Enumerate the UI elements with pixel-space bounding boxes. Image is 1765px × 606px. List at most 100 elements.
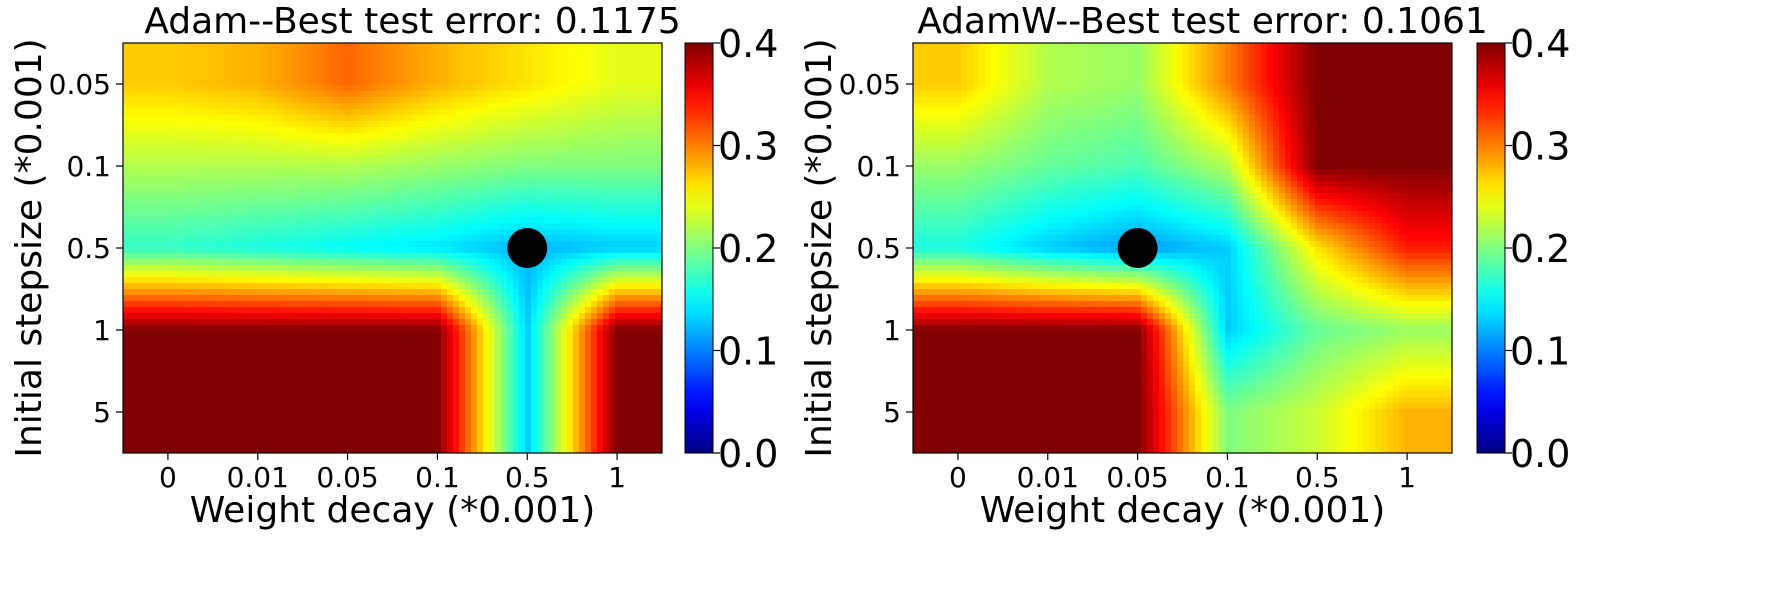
heatmap-cell [531, 283, 538, 290]
heatmap-cell [345, 199, 352, 206]
heatmap-cell [201, 91, 208, 98]
heatmap-cell [615, 175, 622, 182]
heatmap-cell [501, 67, 508, 74]
heatmap-cell [315, 115, 322, 122]
heatmap-cell [153, 109, 160, 116]
heatmap-cell [165, 73, 172, 80]
heatmap-cell [441, 211, 448, 218]
heatmap-cell [249, 55, 256, 62]
heatmap-cell [627, 337, 634, 344]
heatmap-cell [645, 361, 652, 368]
heatmap-cell [603, 61, 610, 68]
heatmap-cell [357, 43, 364, 50]
heatmap-cell [453, 157, 460, 164]
heatmap-cell [261, 361, 268, 368]
heatmap-cell [201, 139, 208, 146]
heatmap-cell [483, 349, 490, 356]
heatmap-cell [633, 55, 640, 62]
heatmap-cell [471, 283, 478, 290]
heatmap-cell [477, 145, 484, 152]
heatmap-cell [327, 337, 334, 344]
heatmap-cell [267, 205, 274, 212]
heatmap-cell [225, 259, 232, 266]
heatmap-cell [657, 55, 663, 62]
heatmap-cell [195, 241, 202, 248]
heatmap-cell [207, 307, 214, 314]
heatmap-cell [255, 301, 262, 308]
heatmap-cell [333, 181, 340, 188]
heatmap-cell [309, 115, 316, 122]
heatmap-cell [351, 343, 358, 350]
heatmap-cell [249, 325, 256, 332]
heatmap-cell [561, 127, 568, 134]
heatmap-cell [585, 361, 592, 368]
heatmap-cell [249, 229, 256, 236]
heatmap-cell [609, 91, 616, 98]
heatmap-cell [123, 67, 130, 74]
heatmap-cell [405, 127, 412, 134]
heatmap-cell [351, 289, 358, 296]
heatmap-cell [303, 85, 310, 92]
heatmap-cell [639, 301, 646, 308]
heatmap-cell [297, 169, 304, 176]
heatmap-cell [411, 109, 418, 116]
heatmap-cell [573, 145, 580, 152]
heatmap-cell [555, 73, 562, 80]
heatmap-cell [309, 61, 316, 68]
heatmap-cell [129, 67, 136, 74]
heatmap-cell [201, 103, 208, 110]
heatmap-cell [195, 187, 202, 194]
heatmap-cell [369, 271, 376, 278]
heatmap-cell [633, 253, 640, 260]
heatmap-cell [345, 205, 352, 212]
heatmap-cell [495, 133, 502, 140]
heatmap-cell [255, 43, 262, 50]
heatmap-cell [195, 85, 202, 92]
heatmap-cell [291, 349, 298, 356]
heatmap-cell [447, 61, 454, 68]
heatmap-cell [525, 283, 532, 290]
heatmap-cell [579, 133, 586, 140]
heatmap-cell [519, 73, 526, 80]
heatmap-cell [597, 367, 604, 374]
heatmap-cell [411, 349, 418, 356]
heatmap-cell [471, 337, 478, 344]
heatmap-cell [189, 133, 196, 140]
heatmap-cell [483, 49, 490, 56]
heatmap-cell [495, 85, 502, 92]
heatmap-cell [165, 85, 172, 92]
heatmap-cell [507, 73, 514, 80]
heatmap-cell [189, 253, 196, 260]
heatmap-cell [591, 253, 598, 260]
heatmap-cell [255, 373, 262, 380]
heatmap-cell [429, 205, 436, 212]
heatmap-cell [369, 151, 376, 158]
heatmap-cell [219, 301, 226, 308]
heatmap-cell [573, 205, 580, 212]
heatmap-cell [147, 205, 154, 212]
heatmap-cell [207, 55, 214, 62]
heatmap-cell [657, 229, 663, 236]
heatmap-cell [651, 61, 658, 68]
heatmap-cell [255, 67, 262, 74]
heatmap-cell [171, 127, 178, 134]
heatmap-cell [375, 157, 382, 164]
heatmap-cell [543, 121, 550, 128]
heatmap-cell [375, 325, 382, 332]
heatmap-cell [249, 181, 256, 188]
heatmap-cell [297, 79, 304, 86]
heatmap-cell [243, 253, 250, 260]
heatmap-cell [123, 97, 130, 104]
heatmap-cell [633, 67, 640, 74]
heatmap-cell [351, 109, 358, 116]
heatmap-cell [153, 307, 160, 314]
heatmap-cell [357, 283, 364, 290]
heatmap-cell [213, 43, 220, 50]
heatmap-cell [219, 349, 226, 356]
heatmap-cell [327, 325, 334, 332]
heatmap-cell [507, 79, 514, 86]
heatmap-cell [237, 301, 244, 308]
heatmap-cell [189, 265, 196, 272]
heatmap-cell [387, 115, 394, 122]
heatmap-cell [339, 67, 346, 74]
